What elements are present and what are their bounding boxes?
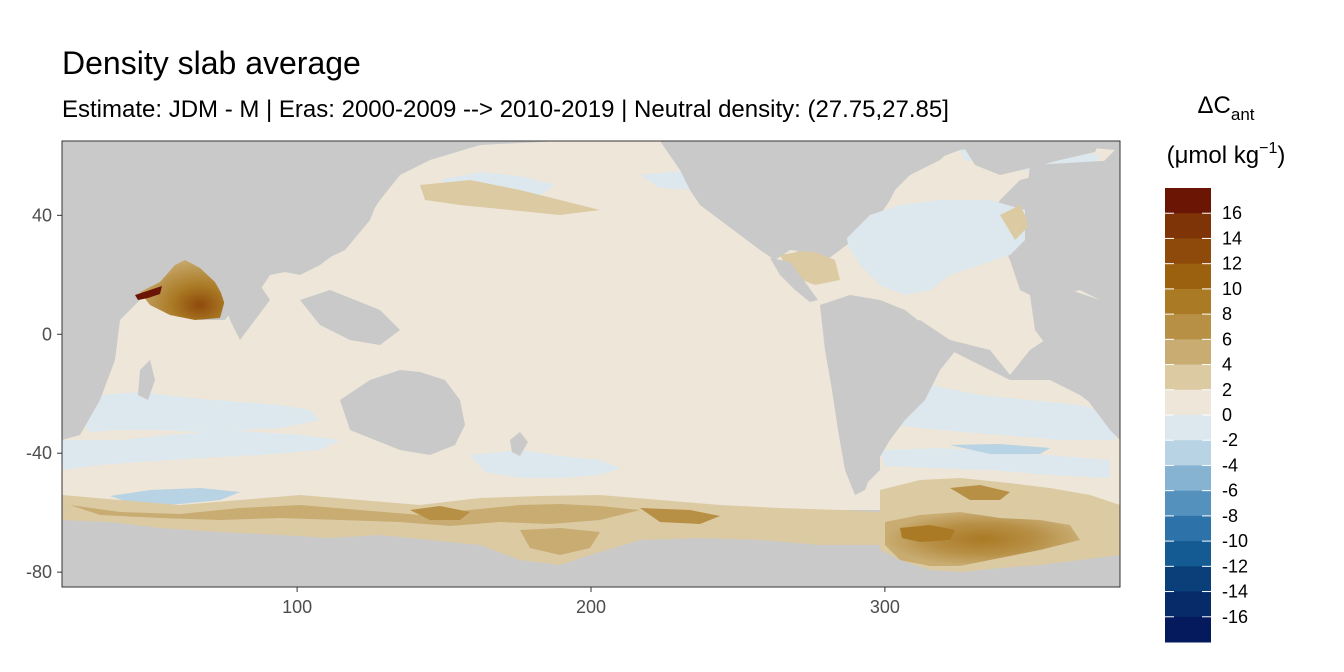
land-africa-east xyxy=(1030,290,1120,440)
legend-bin xyxy=(1165,566,1211,593)
legend-bin xyxy=(1165,238,1211,265)
legend-bin xyxy=(1165,314,1211,340)
ocean-indo-pacific xyxy=(62,141,1120,510)
chart-subtitle: Estimate: JDM - M | Eras: 2000-2009 --> … xyxy=(62,96,949,123)
legend-label: 16 xyxy=(1222,203,1242,223)
legend-label: -8 xyxy=(1222,506,1238,526)
land-australia xyxy=(340,370,465,455)
y-tick-label: -80 xyxy=(26,562,52,582)
legend-colorbar xyxy=(1165,188,1211,643)
region-southern-blue-strip xyxy=(110,488,240,506)
land-antarctica xyxy=(62,540,1120,587)
legend-title-delta: ΔC xyxy=(1197,92,1230,119)
region-south-atlantic-blue xyxy=(880,385,1115,440)
legend-labels: 16 14 12 10 8 6 4 2 0 -2 -4 -6 -8 -10 -12 -14 -16 xyxy=(1222,203,1248,627)
legend-label: -16 xyxy=(1222,607,1248,627)
region-southern-ocean-band-5 xyxy=(640,508,720,524)
region-south-pacific-blue xyxy=(470,450,620,478)
legend-bin xyxy=(1165,591,1211,618)
land-india xyxy=(220,280,270,340)
legend-bin xyxy=(1165,515,1211,542)
legend-bin xyxy=(1165,364,1211,391)
x-tick-label: 200 xyxy=(576,597,606,617)
legend-bin xyxy=(1165,616,1211,643)
x-tick-label: 300 xyxy=(870,597,900,617)
legend-label: -6 xyxy=(1222,481,1238,501)
legend-bin xyxy=(1165,465,1211,492)
land-new-zealand xyxy=(510,432,528,456)
y-axis: 40 0 -40 -80 xyxy=(26,205,62,582)
legend-label: -12 xyxy=(1222,556,1248,576)
legend-bin xyxy=(1165,415,1211,441)
region-north-pacific-warm xyxy=(420,180,600,215)
region-weddell-core xyxy=(900,525,955,542)
region-southern-blue-strip-2 xyxy=(950,444,1050,454)
legend-bin xyxy=(1165,440,1211,466)
land-maritime-se-asia xyxy=(300,290,400,345)
legend-bin xyxy=(1165,188,1211,214)
land-madagascar xyxy=(138,360,155,400)
legend-title-unit-text: (μmol kg xyxy=(1167,142,1260,169)
legend-bin xyxy=(1165,490,1211,517)
x-axis: 100 200 300 xyxy=(282,587,900,617)
legend-label: 0 xyxy=(1222,405,1232,425)
region-southern-ocean-band-4 xyxy=(520,528,600,555)
y-tick-label: -40 xyxy=(26,443,52,463)
legend-label: -2 xyxy=(1222,430,1238,450)
region-south-indian-blue-2 xyxy=(62,430,340,470)
legend-title-subscript: ant xyxy=(1231,105,1255,124)
region-subpolar-north-atlantic xyxy=(845,200,1025,295)
legend-label: 8 xyxy=(1222,304,1232,324)
chart-title: Density slab average xyxy=(62,45,361,81)
region-south-atlantic-blue-2 xyxy=(880,448,1110,478)
legend-label: -4 xyxy=(1222,455,1238,475)
legend-label: 10 xyxy=(1222,279,1242,299)
land-eurasia xyxy=(150,141,420,278)
region-southern-ocean-band-3 xyxy=(410,506,470,520)
legend-bin xyxy=(1165,541,1211,567)
legend-label: -14 xyxy=(1222,582,1248,602)
region-arabian-sea xyxy=(140,260,225,320)
legend-title-unit: (μmol kg−1) xyxy=(1167,140,1286,169)
region-south-indian-blue xyxy=(80,392,320,432)
legend-title-unit-sup: −1 xyxy=(1259,140,1277,157)
y-tick-label: 40 xyxy=(32,205,52,225)
x-tick-label: 100 xyxy=(282,597,312,617)
legend-bin xyxy=(1165,389,1211,416)
region-weddell-sea xyxy=(885,512,1080,566)
region-north-atlantic-warm xyxy=(1000,205,1030,240)
region-red-sea-outflow xyxy=(135,286,162,300)
land-greenland xyxy=(960,141,1100,175)
legend-bin xyxy=(1165,288,1211,315)
y-tick-label: 0 xyxy=(42,324,52,344)
legend-title-unit-close: ) xyxy=(1277,142,1285,169)
legend: ΔCant (μmol kg−1) 16 14 12 10 8 6 4 2 0 -2 -4 -6 -8 -… xyxy=(1165,92,1285,643)
legend-title-symbol: ΔCant xyxy=(1197,92,1254,124)
land-north-america xyxy=(660,141,960,260)
land-europe xyxy=(1025,160,1120,300)
land-africa xyxy=(62,141,150,440)
land-south-america xyxy=(820,295,960,495)
legend-bin xyxy=(1165,339,1211,366)
land-central-america xyxy=(770,258,818,302)
map-panel xyxy=(62,141,1120,587)
legend-bin xyxy=(1165,263,1211,290)
legend-label: 12 xyxy=(1222,254,1242,274)
legend-bin xyxy=(1165,213,1211,239)
region-southern-ocean-band-2 xyxy=(70,504,640,526)
legend-label: 4 xyxy=(1222,355,1232,375)
legend-label: -10 xyxy=(1222,531,1248,551)
legend-label: 2 xyxy=(1222,380,1232,400)
legend-label: 6 xyxy=(1222,329,1232,349)
region-south-atlantic-core xyxy=(950,485,1010,500)
legend-label: 14 xyxy=(1222,228,1242,248)
